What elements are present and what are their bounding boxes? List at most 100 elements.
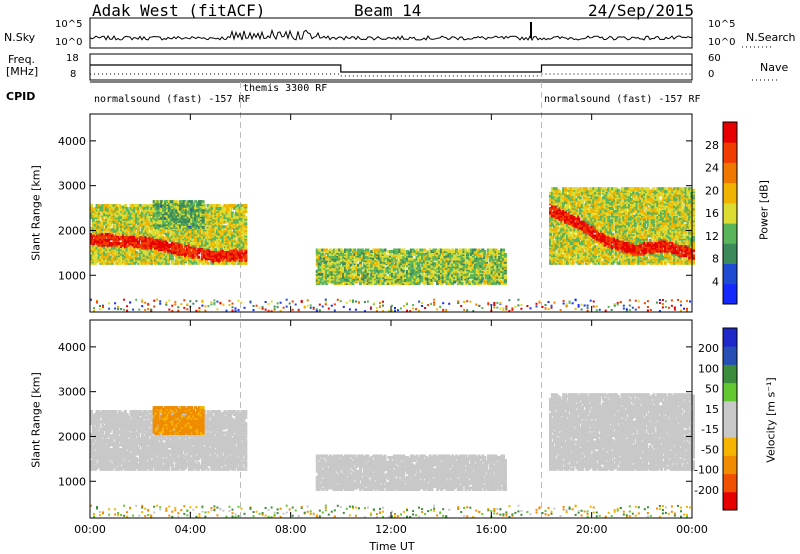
power-cell [171,215,175,219]
power-cell [180,240,184,244]
power-cell [208,257,212,261]
power-cell [357,271,361,275]
power-cell [159,243,163,247]
power-cell [208,252,212,256]
power-cell [103,257,107,261]
power-cell [131,257,135,261]
power-cell [236,213,240,217]
power-cell [379,278,383,282]
power-cell [201,229,204,233]
power-cell [105,251,108,255]
power-cell [131,204,135,207]
power-cell [359,251,362,255]
power-cell [142,251,146,255]
power-cell [231,211,235,215]
power-cell [90,257,93,261]
power-cell [357,274,361,278]
power-cell [114,251,118,255]
power-cell [227,231,231,235]
power-cell [368,274,372,278]
power-cell [135,239,139,242]
power-cell [411,257,415,261]
power-cell [336,274,340,278]
power-cell [192,210,196,214]
power-cell [146,240,150,244]
power-cell [108,222,112,226]
power-cell [184,201,188,205]
power-cell [182,224,186,228]
power-cell [195,261,199,265]
power-cell [402,260,406,264]
power-cell [370,266,374,270]
power-cell [133,251,137,255]
power-cell [417,268,421,272]
power-cell [221,251,225,255]
power-cell [193,243,197,247]
power-cell [110,249,114,253]
power-cell [125,217,129,221]
power-cell [210,226,214,230]
power-cell [387,275,391,279]
power-cell [240,217,244,221]
power-cell [362,271,366,275]
power-cell [377,265,381,269]
power-cell [114,237,118,241]
nave-tick-low: 0 [708,69,715,80]
power-cell [340,266,344,270]
power-cell [188,222,192,226]
power-cell [238,217,242,221]
power-cell [131,217,135,221]
power-cell [173,200,177,204]
power-cell [210,231,214,235]
power-cell [366,272,370,276]
power-cell [227,251,231,255]
power-cell [359,254,362,258]
power-cell [106,242,110,245]
power-cell [225,237,229,241]
power-cell [199,224,203,228]
power-cell [118,223,122,227]
power-cell [349,254,353,258]
power-cell [197,260,201,264]
power-cell [116,257,120,261]
power-cell [148,237,152,241]
power-cell [133,219,137,223]
power-cell [379,266,383,270]
power-cell [112,251,116,255]
power-cell [133,254,137,258]
power-cell [120,220,124,224]
power-cell [97,251,101,255]
power-cell [129,258,133,262]
power-cell [206,223,210,227]
power-cell [152,209,156,213]
power-cell [229,214,233,218]
power-cell [227,243,231,247]
power-cell [127,210,131,213]
power-cell [110,211,114,215]
power-cell [97,255,101,259]
power-cell [372,254,376,258]
power-cell [142,234,146,238]
power-cell [483,250,487,253]
power-cell [199,200,203,204]
power-cell [103,219,107,223]
power-cell [189,237,193,241]
power-cell [242,226,246,230]
power-cell [152,200,156,204]
power-cell [105,261,108,265]
power-cell [97,225,101,229]
power-cell [120,251,124,255]
power-cell [419,280,423,284]
power-cell [148,232,152,236]
power-cell [162,204,166,208]
power-cell [159,254,163,258]
power-cell [231,251,235,255]
power-cell [180,224,184,228]
power-cell [110,217,114,221]
power-cell [116,232,120,236]
power-cell [340,277,344,281]
power-cell [210,254,214,258]
power-cell [417,280,421,284]
cpid-segment-2: themis 3300 RF [243,83,328,94]
power-cell [110,208,114,212]
